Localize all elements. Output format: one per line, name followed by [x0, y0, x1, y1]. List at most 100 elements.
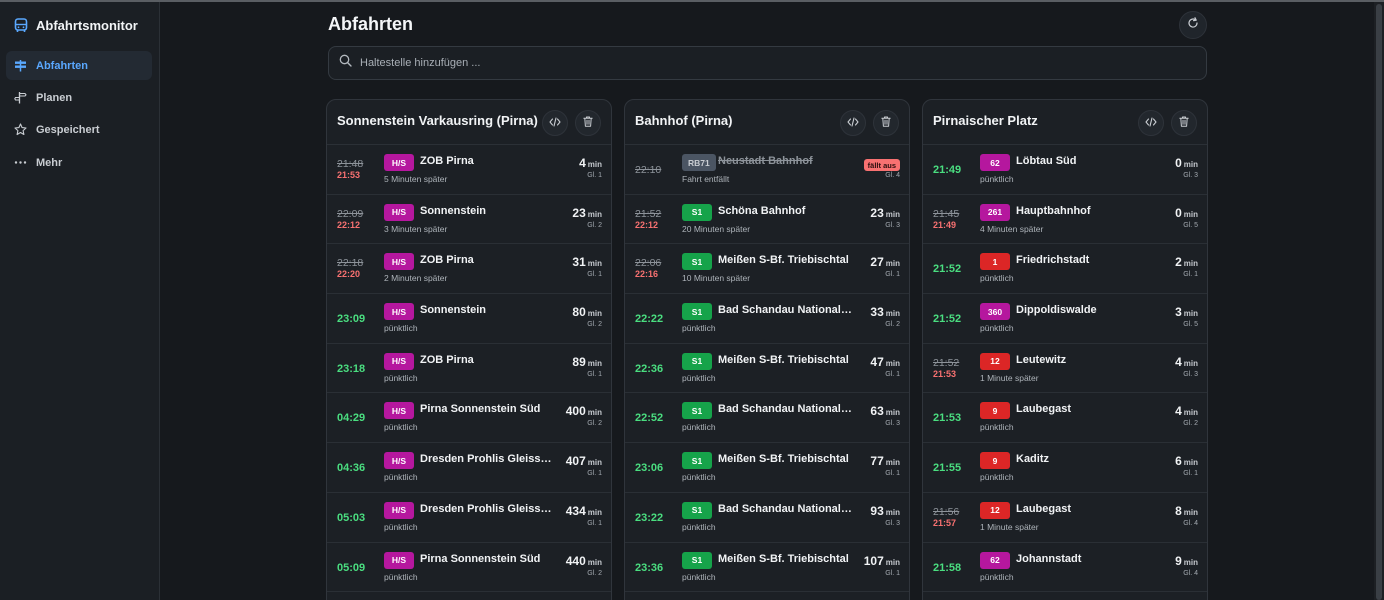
track-label: Gl. 4 — [1183, 519, 1198, 527]
departure-row[interactable]: 22:09 22:12 H/S Sonnenstein 3 Minuten später… — [327, 195, 611, 245]
delay-status: pünktlich — [682, 571, 716, 582]
minutes-value: 33 — [870, 305, 884, 320]
departure-row[interactable]: 21:53 9 Laubegast pünktlich 4 min Gl. 2 — [923, 393, 1207, 444]
departure-row[interactable]: 22:22 S1 Bad Schandau Nationalparkbahnhofp… — [625, 294, 909, 344]
departure-row[interactable]: 04:36 H/S Dresden Prohlis Gleisschleifepün… — [327, 443, 611, 493]
minutes-until: 8 min — [1175, 504, 1198, 518]
sidebar-item-planen[interactable]: Planen — [6, 83, 152, 112]
planned-time: 22:06 — [635, 257, 662, 270]
line-badge: S1 — [682, 551, 712, 569]
app-title: Abfahrtsmonitor — [36, 18, 138, 33]
departure-row[interactable]: 05:03 H/S Dresden Prohlis Gleisschleifepün… — [327, 493, 611, 543]
minutes-value: 434 — [565, 503, 586, 518]
delay-status: pünktlich — [682, 422, 716, 433]
cancelled-badge: fällt aus — [863, 159, 900, 171]
minutes-unit: min — [1183, 309, 1198, 319]
departure-row[interactable]: 23:06 S1 Meißen S-Bf. Triebischtal pünktlic… — [625, 443, 909, 493]
sidebar-item-abfahrten[interactable]: Abfahrten — [6, 51, 152, 80]
line-badge: S1 — [682, 402, 712, 420]
minutes-unit: min — [1183, 507, 1198, 517]
destination: Bad Schandau Nationalparkbahnhof — [718, 304, 852, 317]
departure-row[interactable]: 22:10 RB71 Neustadt Bahnhof Fahrt entfällt f… — [625, 145, 909, 195]
minutes-unit: min — [1183, 458, 1198, 468]
search-bar[interactable] — [328, 46, 1207, 80]
departure-row[interactable]: 23:18 H/S ZOB Pirna pünktlich 89 min Gl. 1 — [327, 344, 611, 394]
departure-row[interactable]: 21:56 21:57 12 Laubegast 1 Minute später 8 min… — [923, 493, 1207, 543]
minutes-until: 93 min — [870, 504, 900, 518]
departure-row[interactable]: 22:06 22:16 S1 Meißen S-Bf. Triebischtal 10 … — [625, 244, 909, 295]
refresh-button[interactable] — [1179, 11, 1207, 39]
minutes-value: 0 — [1175, 205, 1182, 220]
delay-status: 1 Minute später — [980, 521, 1039, 532]
delete-station-button[interactable] — [873, 110, 899, 136]
minutes-until: 9 min — [1175, 554, 1198, 568]
departure-row[interactable]: 21:55 9 Kaditz pünktlich 6 min Gl. 1 — [923, 443, 1207, 493]
departure-row[interactable]: 22:36 S1 Meißen S-Bf. Triebischtal pünktlic… — [625, 344, 909, 394]
delay-status: pünktlich — [980, 174, 1014, 184]
sidebar-item-gespeichert[interactable]: Gespeichert — [6, 115, 152, 144]
sidebar-item-mehr[interactable]: Mehr — [6, 148, 152, 177]
departure-row[interactable]: 04:29 H/S Pirna Sonnenstein Süd pünktlich 40… — [327, 393, 611, 444]
departure-row[interactable]: 23:09 H/S Sonnenstein pünktlich 80 min Gl. 2 — [327, 294, 611, 344]
departure-row[interactable]: 21:52 22:12 S1 Schöna Bahnhof 20 Minuten spä… — [625, 195, 909, 245]
star-icon — [14, 123, 27, 136]
sidebar-item-label: Gespeichert — [36, 123, 100, 136]
departure-row[interactable]: 21:49 62 Löbtau Süd pünktlich 0 min Gl. 3 — [923, 145, 1207, 195]
departure-row[interactable]: 05:09 H/S Pirna Sonnenstein Süd pünktlich 44… — [327, 543, 611, 593]
minutes-until: 434 min — [566, 504, 602, 518]
delay-status: pünktlich — [980, 273, 1014, 284]
minutes-value: 2 — [1175, 255, 1182, 270]
track-label: Gl. 1 — [885, 569, 900, 577]
departure-row[interactable]: 23:22 S1 Bad Schandau Nationalparkbahnhofp… — [625, 493, 909, 543]
embed-button[interactable] — [840, 110, 866, 136]
line-badge: 9 — [980, 402, 1010, 420]
minutes-until: 407 min — [566, 454, 602, 468]
stop-search-input[interactable] — [360, 57, 1160, 69]
planned-time: 22:10 — [635, 164, 662, 176]
embed-button[interactable] — [1138, 110, 1164, 136]
minutes-until: 23 min — [572, 206, 602, 220]
destination: Laubegast — [1016, 403, 1072, 416]
destination: ZOB Pirna — [420, 155, 474, 167]
embed-button[interactable] — [542, 110, 568, 136]
minutes-value: 407 — [565, 454, 586, 469]
sidebar-item-label: Mehr — [36, 156, 63, 169]
departure-list: 21:49 62 Löbtau Süd pünktlich 0 min Gl. 3 21:45… — [923, 145, 1207, 593]
departure-row[interactable]: 21:58 62 Johannstadt pünktlich 9 min Gl. 4 — [923, 543, 1207, 593]
departure-row[interactable]: 21:52 360 Dippoldiswalde pünktlich 3 min Gl. 5 — [923, 294, 1207, 344]
sidebar-item-label: Planen — [36, 91, 73, 104]
departure-row[interactable]: 21:52 21:53 12 Leutewitz 1 Minute später 4 min… — [923, 344, 1207, 394]
realtime-time: 21:57 — [933, 517, 957, 528]
delay-status: pünktlich — [682, 372, 716, 383]
line-badge: H/S — [384, 154, 414, 171]
departure-time: 04:36 — [337, 462, 366, 475]
minutes-value: 47 — [870, 354, 884, 369]
departure-time: 22:36 — [635, 362, 664, 375]
departure-row[interactable]: 21:48 21:53 H/S ZOB Pirna 5 Minuten später 4 m… — [327, 145, 611, 195]
destination: Bad Schandau Nationalparkbahnhof — [718, 403, 852, 416]
minutes-unit: min — [885, 408, 900, 418]
scrollbar-thumb[interactable] — [1376, 4, 1382, 600]
delete-station-button[interactable] — [575, 110, 601, 136]
departure-time: 23:09 — [337, 313, 366, 326]
departure-row[interactable]: 22:18 22:20 H/S ZOB Pirna 2 Minuten später 31… — [327, 244, 611, 295]
app-brand[interactable]: Abfahrtsmonitor — [14, 18, 138, 33]
departure-row[interactable]: 22:52 S1 Bad Schandau Nationalparkbahnhofp… — [625, 393, 909, 444]
departure-row[interactable]: 21:52 1 Friedrichstadt pünktlich 2 min Gl. 1 — [923, 244, 1207, 295]
delay-status: pünktlich — [682, 472, 716, 483]
departure-row[interactable]: 21:45 21:49 261 Hauptbahnhof 4 Minuten späte… — [923, 195, 1207, 245]
sidebar-item-label: Abfahrten — [36, 59, 88, 72]
departure-time: 21:52 — [933, 263, 962, 276]
destination: Leutewitz — [1016, 353, 1067, 366]
line-badge: RB71 — [682, 154, 716, 171]
page-title: Abfahrten — [328, 14, 413, 34]
line-badge: 12 — [980, 501, 1010, 519]
track-label: Gl. 3 — [885, 519, 900, 527]
delete-station-button[interactable] — [1171, 110, 1197, 136]
planned-time: 21:56 — [933, 505, 960, 518]
signpost-icon — [14, 59, 27, 72]
minutes-value: 6 — [1175, 454, 1182, 469]
page-scrollbar[interactable] — [1374, 2, 1384, 600]
departure-row[interactable]: 23:36 S1 Meißen S-Bf. Triebischtal pünktlic… — [625, 543, 909, 593]
track-label: Gl. 2 — [885, 321, 900, 329]
